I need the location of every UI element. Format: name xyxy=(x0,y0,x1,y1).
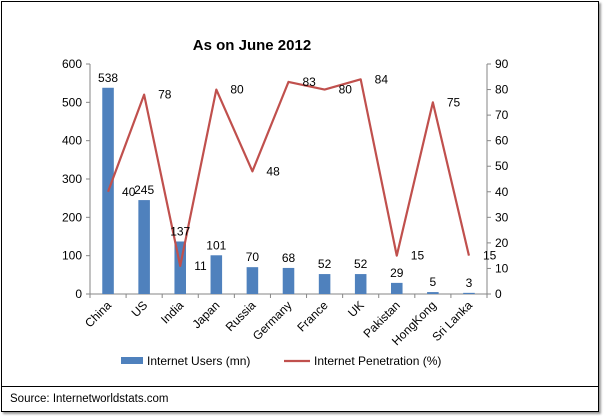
left-axis-tick-label: 500 xyxy=(62,95,82,109)
line-data-label: 83 xyxy=(303,75,317,89)
bar xyxy=(246,267,259,294)
bar xyxy=(318,274,331,294)
bar-data-label: 101 xyxy=(206,238,226,252)
bar xyxy=(463,292,475,294)
bar-data-label: 3 xyxy=(466,276,473,290)
line-data-label: 11 xyxy=(194,259,207,273)
line-data-label: 15 xyxy=(411,249,425,263)
source-note: Source: Internetworldstats.com xyxy=(10,393,169,405)
source-divider xyxy=(1,386,599,387)
bar xyxy=(390,282,403,294)
bar-data-label: 245 xyxy=(134,183,154,197)
line-data-label: 75 xyxy=(447,95,461,109)
left-axis-tick-label: 200 xyxy=(62,210,82,224)
chart-frame xyxy=(1,1,599,412)
line-data-label: 80 xyxy=(230,83,244,97)
right-axis-tick-label: 40 xyxy=(495,185,509,199)
right-axis-tick-label: 60 xyxy=(495,134,509,148)
line-data-label: 15 xyxy=(483,249,497,263)
category-label: Sri Lanka xyxy=(429,298,475,344)
bar-data-label: 52 xyxy=(354,257,368,271)
legend: Internet Users (mn) Internet Penetration … xyxy=(121,354,441,368)
right-axis-tick-label: 10 xyxy=(495,261,509,275)
penetration-line xyxy=(107,78,471,267)
plot-area: 0100200300400500600010203040506070809053… xyxy=(62,57,509,348)
line-data-label: 84 xyxy=(375,72,389,86)
left-axis-tick-label: 100 xyxy=(62,249,82,263)
bar-data-label: 68 xyxy=(282,251,296,265)
right-axis-tick-label: 50 xyxy=(495,159,509,173)
bar xyxy=(427,292,439,294)
left-axis-tick-label: 400 xyxy=(62,134,82,148)
left-axis-tick-label: 0 xyxy=(75,287,82,301)
line-data-label: 78 xyxy=(158,88,172,102)
bar xyxy=(138,200,150,294)
category-label: UK xyxy=(345,298,367,320)
bar xyxy=(282,267,295,294)
right-axis-tick-label: 0 xyxy=(495,287,502,301)
left-axis-tick-label: 300 xyxy=(62,172,82,186)
bar-data-label: 137 xyxy=(170,224,190,238)
bar-data-label: 5 xyxy=(430,275,437,289)
legend-swatch-users xyxy=(121,357,143,364)
category-label: India xyxy=(158,298,187,327)
legend-label-users: Internet Users (mn) xyxy=(147,354,250,368)
right-axis-tick-label: 30 xyxy=(495,210,509,224)
category-label: US xyxy=(129,298,151,320)
right-axis-tick-label: 90 xyxy=(495,57,509,71)
right-axis-tick-label: 70 xyxy=(495,108,509,122)
left-axis-tick-label: 600 xyxy=(62,57,82,71)
bar-data-label: 29 xyxy=(390,266,404,280)
right-axis-tick-label: 20 xyxy=(495,236,509,250)
legend-label-penetration: Internet Penetration (%) xyxy=(314,354,441,368)
bar-data-label: 70 xyxy=(246,250,260,264)
category-label: China xyxy=(82,298,114,330)
bar-data-label: 538 xyxy=(98,71,118,85)
bar xyxy=(174,241,187,294)
right-axis-tick-label: 80 xyxy=(495,83,509,97)
bar-data-label: 52 xyxy=(318,257,332,271)
category-label: France xyxy=(294,298,331,335)
chart-title: As on June 2012 xyxy=(193,37,311,54)
bar xyxy=(210,255,223,294)
category-label: Germany xyxy=(250,298,295,343)
line-data-label: 40 xyxy=(122,185,136,199)
line-data-label: 80 xyxy=(339,83,353,97)
category-label: Japan xyxy=(189,298,222,331)
line-data-label: 48 xyxy=(266,164,280,178)
bar xyxy=(354,274,367,294)
